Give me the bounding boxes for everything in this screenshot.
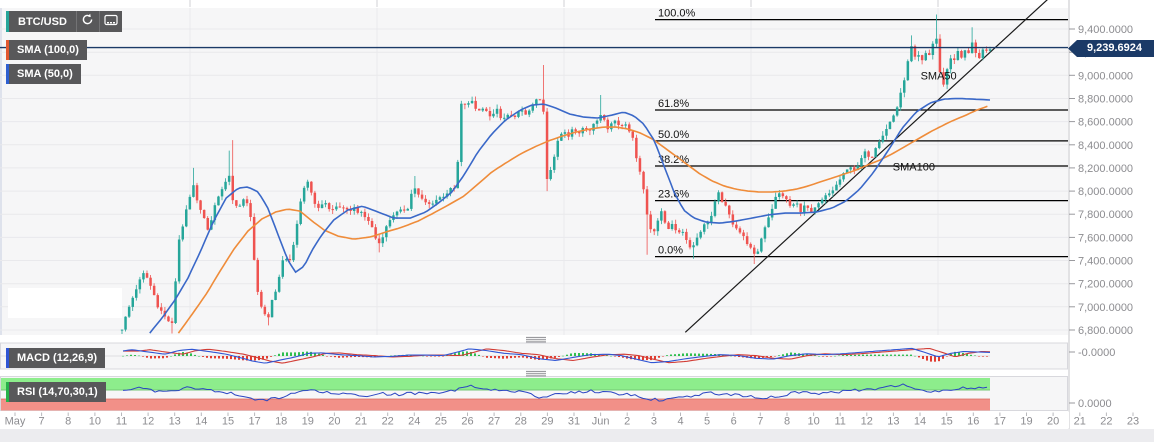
time-axis-label: 3 (651, 416, 657, 428)
time-axis-label: 7 (39, 416, 45, 428)
time-axis-label: 23 (1127, 416, 1139, 428)
sma100-line (177, 105, 988, 334)
legend-macd-label: MACD (12,26,9) (17, 352, 98, 364)
macd-resize-handle[interactable] (526, 336, 546, 343)
toolbar: BTC/USD (6, 11, 122, 32)
time-axis-label: 13 (887, 416, 899, 428)
legend-sma50-label: SMA (50,0) (17, 68, 73, 80)
legend-rsi: RSI (14,70,30,1) (6, 382, 106, 402)
watermark (8, 288, 122, 318)
price-axis-label: 8,800.0000 (1078, 94, 1133, 106)
price-axis-label: 6,800.0000 (1078, 325, 1133, 337)
price-axis-label: 8,200.0000 (1078, 163, 1133, 175)
legend-sma50: SMA (50,0) (6, 64, 81, 84)
price-axis-label: 9,000.0000 (1078, 70, 1133, 82)
macd-content (122, 347, 991, 364)
fib-retracement[interactable]: 100.0% 61.8% 50.0% 38.2% 23.6% 0.0% (655, 8, 1068, 258)
legend-macd: MACD (12,26,9) (6, 348, 106, 368)
symbol-button[interactable]: BTC/USD (6, 11, 76, 32)
time-axis-label: 12 (861, 416, 873, 428)
time-axis-label: 19 (1020, 416, 1032, 428)
fib-level-label: 50.0% (658, 129, 689, 141)
rsi-line (122, 383, 988, 402)
time-axis-label: 25 (435, 416, 447, 428)
fib-level-label: 61.8% (658, 98, 689, 110)
legend-sma100-label: SMA (100,0) (17, 44, 79, 56)
last-price-badge: 9,239.6924 (1068, 40, 1154, 57)
time-axis-label: 2 (624, 416, 630, 428)
time-axis-label: 24 (408, 416, 420, 428)
time-axis-label: 6 (731, 416, 737, 428)
sma50-line (149, 97, 991, 334)
time-axis-label: 15 (222, 416, 234, 428)
annotation-sma100[interactable]: SMA100 (893, 162, 935, 174)
time-axis-label: 19 (302, 416, 314, 428)
screenshot-button[interactable] (98, 11, 122, 32)
time-axis-label: 14 (195, 416, 207, 428)
price-axis-label: 8,000.0000 (1078, 186, 1133, 198)
time-axis-label: 14 (914, 416, 926, 428)
macd-axis-label: -0.0000 (1078, 347, 1115, 359)
time-axis-label: 8 (784, 416, 790, 428)
time-axis-label: May (5, 416, 26, 428)
time-axis-label: 10 (89, 416, 101, 428)
time-axis-label: 4 (677, 416, 683, 428)
symbol-label: BTC/USD (18, 15, 67, 28)
time-axis-label: 31 (568, 416, 580, 428)
fib-level-label: 100.0% (658, 8, 696, 20)
price-axis-label: 7,800.0000 (1078, 209, 1133, 221)
legend-sma100: SMA (100,0) (6, 40, 87, 60)
price-axis-label: 7,200.0000 (1078, 279, 1133, 291)
rsi-axis-label: 0.0000 (1078, 398, 1112, 410)
time-axis-label: 20 (1047, 416, 1059, 428)
refresh-icon (81, 13, 94, 31)
price-axis[interactable]: 9,400.00009,200.00009,000.00008,800.0000… (1068, 0, 1154, 442)
price-axis-label: 8,400.0000 (1078, 140, 1133, 152)
time-axis[interactable]: May 7 8 10 11 12 13 14 15 17 18 19 20 21 22 24 25 26 27 28 2… (0, 411, 1154, 442)
time-axis-label: Jun (592, 416, 610, 428)
time-axis-label: 21 (1074, 416, 1086, 428)
time-axis-label: 17 (248, 416, 260, 428)
legend-rsi-label: RSI (14,70,30,1) (17, 386, 98, 398)
time-axis-label: 28 (515, 416, 527, 428)
time-axis-label: 21 (355, 416, 367, 428)
time-axis-label: 13 (169, 416, 181, 428)
time-axis-label: 22 (382, 416, 394, 428)
time-axis-label: 22 (1100, 416, 1112, 428)
fib-level-label: 38.2% (658, 154, 689, 166)
rsi-overbought-band (1, 378, 990, 390)
time-axis-label: 20 (328, 416, 340, 428)
time-axis-label: 5 (704, 416, 710, 428)
price-axis-label: 9,400.0000 (1078, 24, 1133, 36)
time-axis-label: 18 (275, 416, 287, 428)
rsi-oversold-band (1, 399, 990, 411)
refresh-button[interactable] (75, 11, 99, 32)
price-axis-label: 7,400.0000 (1078, 256, 1133, 268)
time-axis-label: 11 (116, 416, 127, 428)
time-axis-label: 27 (488, 416, 500, 428)
time-axis-label: 11 (834, 416, 845, 428)
time-axis-label: 12 (142, 416, 154, 428)
time-axis-label: 16 (967, 416, 979, 428)
fib-level-label: 23.6% (658, 189, 689, 201)
time-axis-label: 7 (757, 416, 763, 428)
time-axis-label: 15 (941, 416, 953, 428)
price-axis-label: 7,600.0000 (1078, 232, 1133, 244)
price-axis-label: 7,000.0000 (1078, 302, 1133, 314)
time-axis-label: 29 (541, 416, 553, 428)
fib-level-label: 0.0% (658, 245, 683, 257)
time-axis-label: 26 (461, 416, 473, 428)
time-axis-label: 10 (807, 416, 819, 428)
rsi-panel[interactable] (0, 376, 1068, 411)
time-axis-label: 8 (65, 416, 71, 428)
camera-icon (104, 13, 118, 31)
rsi-resize-handle[interactable] (526, 370, 546, 377)
time-axis-label: 17 (994, 416, 1006, 428)
annotation-sma50[interactable]: SMA50 (921, 70, 957, 82)
price-axis-label: 8,600.0000 (1078, 117, 1133, 129)
